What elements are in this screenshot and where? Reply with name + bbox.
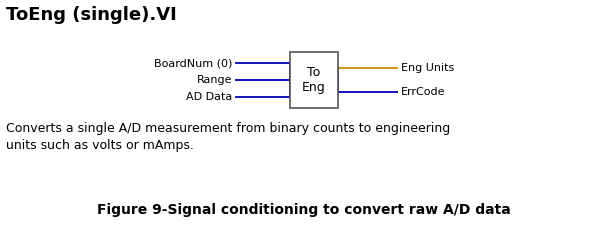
Bar xyxy=(290,52,338,108)
Text: ErrCode: ErrCode xyxy=(401,87,446,97)
Text: AD Data: AD Data xyxy=(186,92,232,102)
Text: To
Eng: To Eng xyxy=(302,66,326,94)
Text: ToEng (single).VI: ToEng (single).VI xyxy=(6,6,177,24)
Text: BoardNum (0): BoardNum (0) xyxy=(154,58,232,68)
Text: Figure 9-Signal conditioning to convert raw A/D data: Figure 9-Signal conditioning to convert … xyxy=(97,203,510,217)
Text: Range: Range xyxy=(197,75,232,85)
Text: Eng Units: Eng Units xyxy=(401,63,454,73)
Text: Converts a single A/D measurement from binary counts to engineering
units such a: Converts a single A/D measurement from b… xyxy=(6,122,450,152)
